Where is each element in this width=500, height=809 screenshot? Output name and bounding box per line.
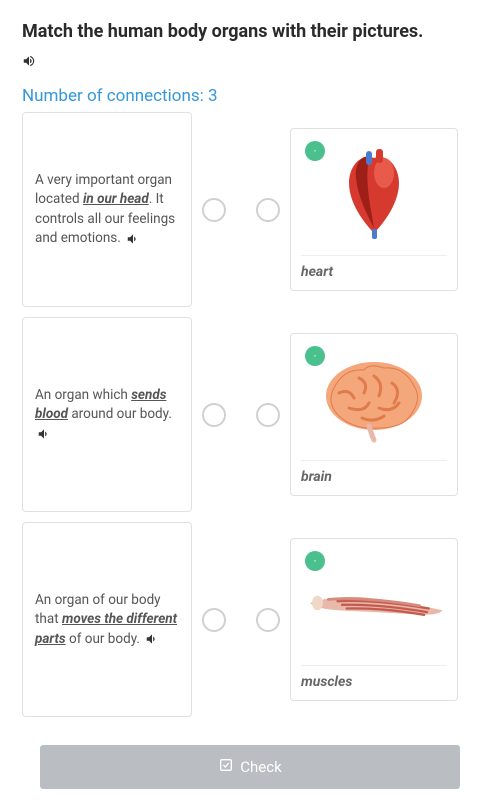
image-card[interactable]: • heart bbox=[290, 128, 458, 291]
connector-pair bbox=[202, 403, 280, 427]
speaker-icon bbox=[22, 53, 36, 67]
speaker-icon[interactable] bbox=[37, 427, 51, 441]
organ-label: brain bbox=[301, 467, 447, 485]
title-audio[interactable] bbox=[22, 49, 478, 68]
image-card[interactable]: • muscles bbox=[290, 538, 458, 701]
connector-pair bbox=[202, 198, 280, 222]
check-icon bbox=[218, 757, 234, 777]
description-card[interactable]: An organ of our body that moves the diff… bbox=[22, 522, 192, 717]
speaker-icon[interactable] bbox=[126, 232, 140, 246]
left-connector[interactable] bbox=[202, 198, 226, 222]
organ-image: • bbox=[301, 137, 447, 249]
left-connector[interactable] bbox=[202, 403, 226, 427]
check-button-label: Check bbox=[240, 758, 281, 776]
image-card[interactable]: • brain bbox=[290, 333, 458, 496]
match-row: An organ which sends blood around our bo… bbox=[22, 317, 478, 512]
match-row: An organ of our body that moves the diff… bbox=[22, 522, 478, 717]
description-text: An organ which sends blood around our bo… bbox=[35, 386, 179, 445]
organ-image: • bbox=[301, 547, 447, 659]
source-badge-icon: • bbox=[305, 141, 325, 161]
organ-label: muscles bbox=[301, 672, 447, 690]
question-title: Match the human body organs with their p… bbox=[22, 20, 478, 43]
connections-count: Number of connections: 3 bbox=[22, 86, 478, 106]
right-connector[interactable] bbox=[256, 198, 280, 222]
organ-label: heart bbox=[301, 262, 447, 280]
matching-rows: A very important organ located in our he… bbox=[22, 112, 478, 717]
left-connector[interactable] bbox=[202, 608, 226, 632]
description-card[interactable]: A very important organ located in our he… bbox=[22, 112, 192, 307]
right-connector[interactable] bbox=[256, 608, 280, 632]
organ-image: • bbox=[301, 342, 447, 454]
check-button[interactable]: Check bbox=[40, 745, 460, 789]
description-card[interactable]: An organ which sends blood around our bo… bbox=[22, 317, 192, 512]
speaker-icon[interactable] bbox=[145, 632, 159, 646]
title-text: Match the human body organs with their p… bbox=[22, 21, 423, 42]
match-row: A very important organ located in our he… bbox=[22, 112, 478, 307]
right-connector[interactable] bbox=[256, 403, 280, 427]
connector-pair bbox=[202, 608, 280, 632]
description-text: A very important organ located in our he… bbox=[35, 171, 179, 249]
description-text: An organ of our body that moves the diff… bbox=[35, 591, 179, 650]
